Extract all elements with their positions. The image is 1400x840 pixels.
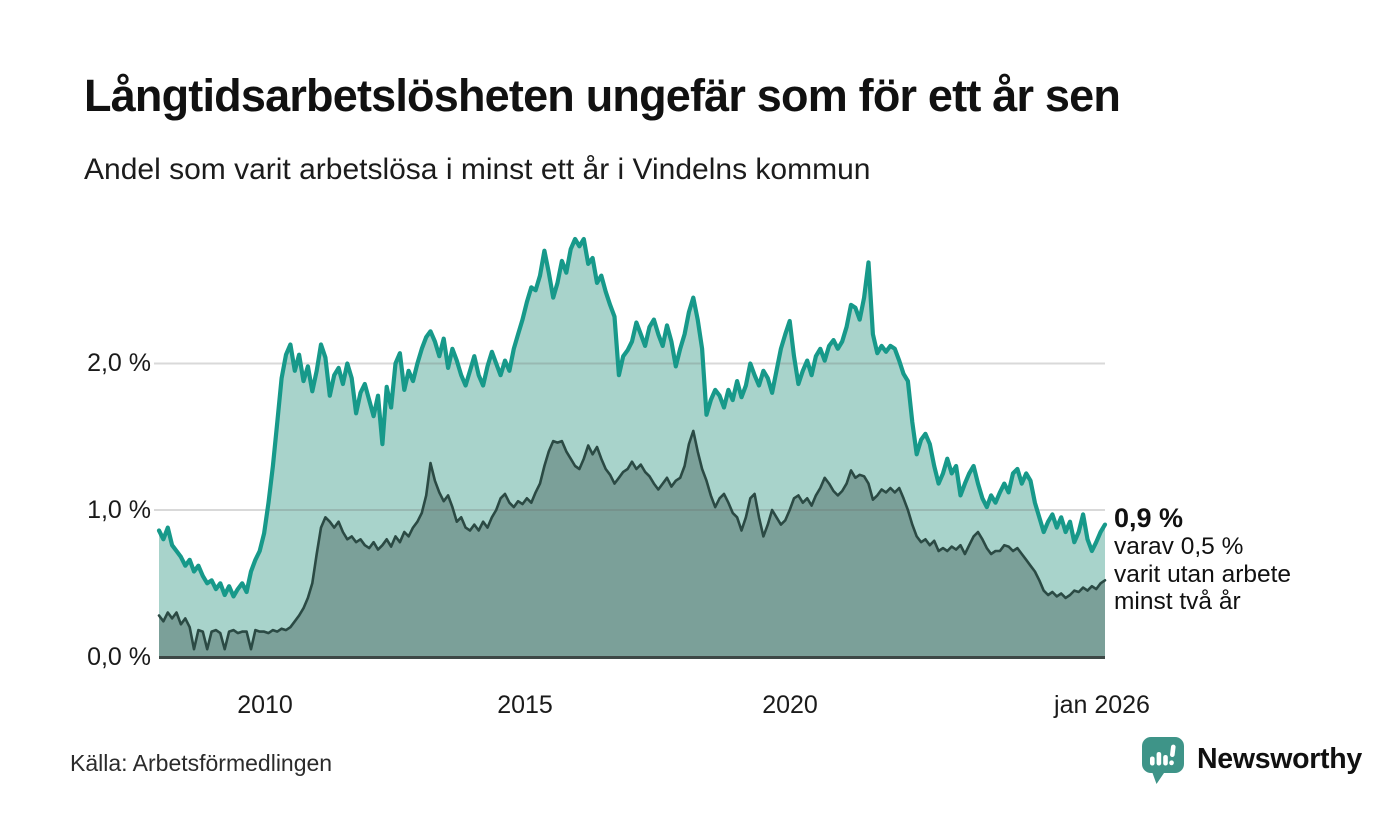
x-axis-label-jan-2026: jan 2026 (1054, 691, 1150, 719)
x-axis-label-2010: 2010 (237, 691, 293, 719)
annotation-detail-line: varav 0,5 % (1114, 533, 1244, 560)
brand-name: Newsworthy (1197, 743, 1362, 775)
x-axis-label-2015: 2015 (497, 691, 553, 719)
page-title: Långtidsarbetslösheten ungefär som för e… (84, 70, 1121, 121)
y-axis-label-1pct: 1,0 % (87, 496, 151, 524)
newsworthy-logo-icon (1142, 737, 1184, 784)
chart-subtitle: Andel som varit arbetslösa i minst ett å… (84, 153, 871, 186)
source-text: Källa: Arbetsförmedlingen (70, 750, 333, 776)
annotation-detail-line: minst två år (1114, 588, 1241, 615)
logo-bar-2 (1156, 752, 1162, 766)
annotation-detail-line: varit utan arbete (1114, 560, 1292, 588)
latest-value-annotation: 0,9 % varav 0,5 % varit utan arbete mins… (1114, 503, 1374, 616)
line-min-two-years (157, 429, 1107, 651)
logo-bubble-shape (1142, 737, 1184, 784)
logo-bar-1 (1150, 756, 1155, 766)
y-axis-label-2pct: 2,0 % (87, 349, 151, 377)
logo-exclamation (1169, 744, 1176, 766)
annotation-value: 0,9 % (1114, 503, 1184, 533)
logo-bar-3 (1163, 755, 1168, 766)
y-axis-label-0pct: 0,0 % (87, 643, 151, 671)
newsworthy-logo: Newsworthy (1142, 737, 1362, 787)
line-min-one-year (156, 236, 1108, 599)
x-axis-label-2020: 2020 (762, 691, 818, 719)
